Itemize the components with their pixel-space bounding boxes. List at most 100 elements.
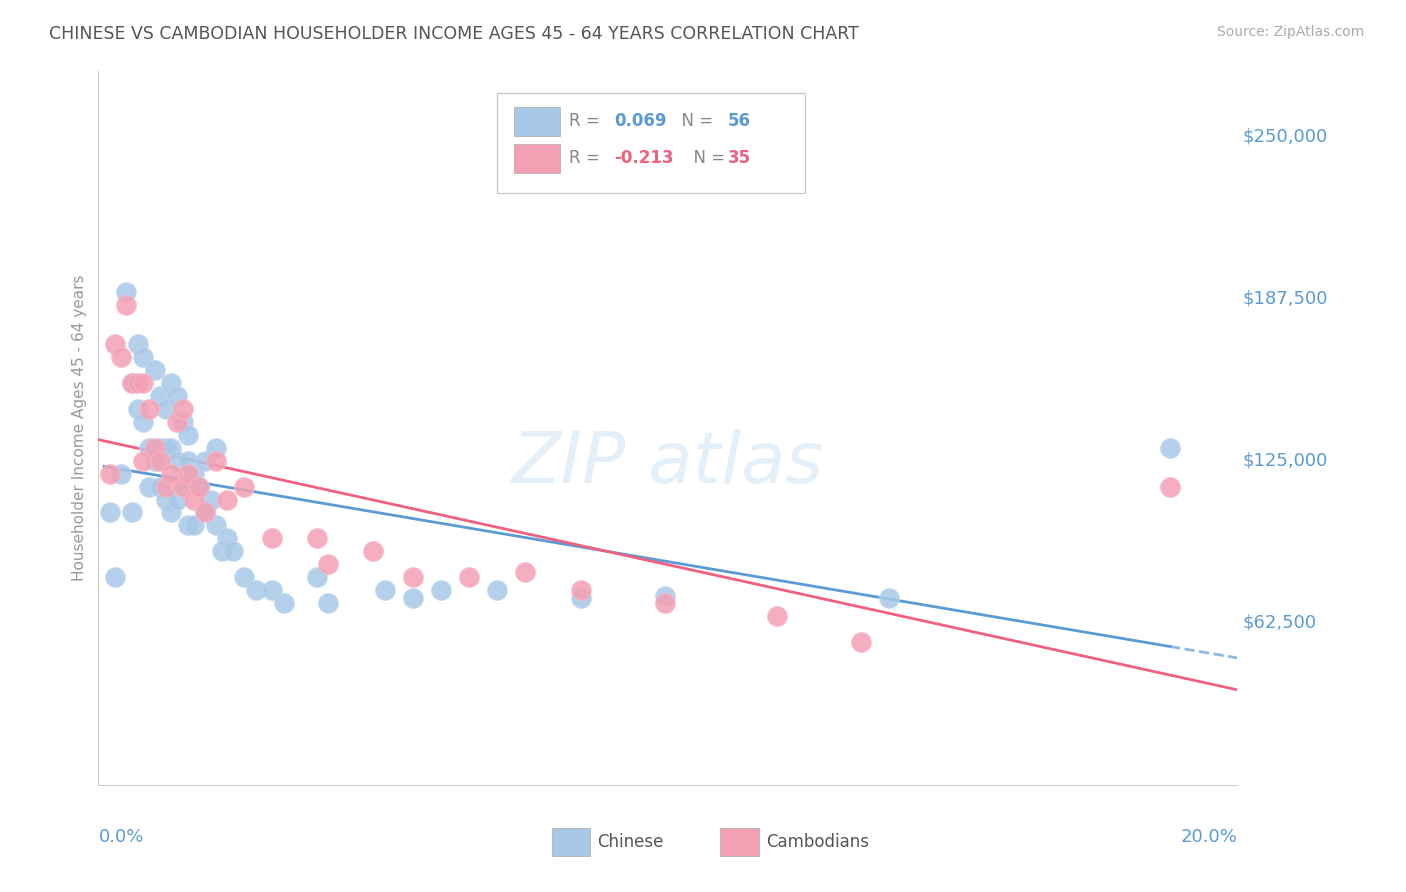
Point [654, 596, 676, 610]
Point [121, 376, 143, 390]
Point [132, 350, 155, 364]
Point [166, 453, 188, 467]
Point [121, 506, 143, 520]
Point [194, 506, 217, 520]
Point [166, 389, 188, 403]
Text: 35: 35 [728, 150, 751, 168]
Point [513, 565, 536, 579]
Point [1159, 479, 1181, 493]
Text: 20.0%: 20.0% [1181, 828, 1237, 846]
Point [245, 583, 267, 598]
Point [205, 441, 228, 455]
Point [194, 506, 217, 520]
Point [177, 453, 200, 467]
Point [183, 518, 205, 533]
Point [155, 492, 177, 507]
Point [217, 492, 239, 507]
Point [429, 583, 451, 598]
Point [569, 583, 592, 598]
Point [851, 635, 873, 649]
Point [166, 415, 188, 429]
FancyBboxPatch shape [498, 93, 804, 193]
Text: ZIP atlas: ZIP atlas [512, 429, 824, 499]
Point [485, 583, 508, 598]
Point [110, 350, 132, 364]
Point [172, 479, 194, 493]
Point [115, 298, 138, 312]
Point [177, 467, 200, 481]
Point [211, 544, 233, 558]
Point [149, 389, 172, 403]
Point [401, 570, 423, 584]
Text: -0.213: -0.213 [614, 150, 673, 168]
Point [307, 570, 329, 584]
Point [160, 506, 183, 520]
Text: Chinese: Chinese [598, 833, 664, 851]
Point [307, 532, 329, 546]
Point [98, 467, 121, 481]
FancyBboxPatch shape [720, 829, 759, 855]
Point [127, 376, 149, 390]
FancyBboxPatch shape [551, 829, 591, 855]
Point [160, 467, 183, 481]
Text: Source: ZipAtlas.com: Source: ZipAtlas.com [1216, 25, 1364, 39]
Point [205, 453, 228, 467]
Point [188, 479, 211, 493]
Text: $62,500: $62,500 [1243, 614, 1317, 632]
Point [401, 591, 423, 606]
FancyBboxPatch shape [515, 145, 560, 173]
Text: N =: N = [671, 112, 718, 130]
Point [233, 479, 256, 493]
Point [262, 532, 284, 546]
Point [318, 558, 340, 572]
Point [143, 363, 166, 377]
Point [373, 583, 395, 598]
Point [233, 570, 256, 584]
Point [160, 441, 183, 455]
Point [132, 453, 155, 467]
Point [127, 336, 149, 351]
Point [172, 479, 194, 493]
Point [172, 415, 194, 429]
Point [217, 532, 239, 546]
Text: R =: R = [569, 150, 605, 168]
Point [879, 591, 901, 606]
Text: 0.0%: 0.0% [98, 828, 143, 846]
Point [110, 467, 132, 481]
Text: N =: N = [683, 150, 730, 168]
Text: $125,000: $125,000 [1243, 451, 1329, 469]
Point [104, 336, 127, 351]
Point [569, 591, 592, 606]
Point [149, 453, 172, 467]
Point [115, 285, 138, 299]
Point [138, 479, 160, 493]
Point [363, 544, 385, 558]
Point [166, 492, 188, 507]
Text: $187,500: $187,500 [1243, 289, 1329, 308]
Text: 0.069: 0.069 [614, 112, 666, 130]
Point [155, 479, 177, 493]
Point [177, 518, 200, 533]
Point [766, 609, 789, 624]
Y-axis label: Householder Income Ages 45 - 64 years: Householder Income Ages 45 - 64 years [72, 275, 87, 582]
Point [188, 479, 211, 493]
Point [143, 453, 166, 467]
Point [262, 583, 284, 598]
Point [205, 518, 228, 533]
Point [318, 596, 340, 610]
Point [155, 441, 177, 455]
Point [194, 453, 217, 467]
Point [160, 376, 183, 390]
Point [132, 376, 155, 390]
Point [149, 479, 172, 493]
Point [149, 441, 172, 455]
Point [222, 544, 245, 558]
Text: $250,000: $250,000 [1243, 128, 1329, 145]
Point [200, 492, 222, 507]
Point [127, 401, 149, 416]
Point [121, 376, 143, 390]
Point [143, 441, 166, 455]
Text: 56: 56 [728, 112, 751, 130]
Text: CHINESE VS CAMBODIAN HOUSEHOLDER INCOME AGES 45 - 64 YEARS CORRELATION CHART: CHINESE VS CAMBODIAN HOUSEHOLDER INCOME … [49, 25, 859, 43]
Point [183, 467, 205, 481]
